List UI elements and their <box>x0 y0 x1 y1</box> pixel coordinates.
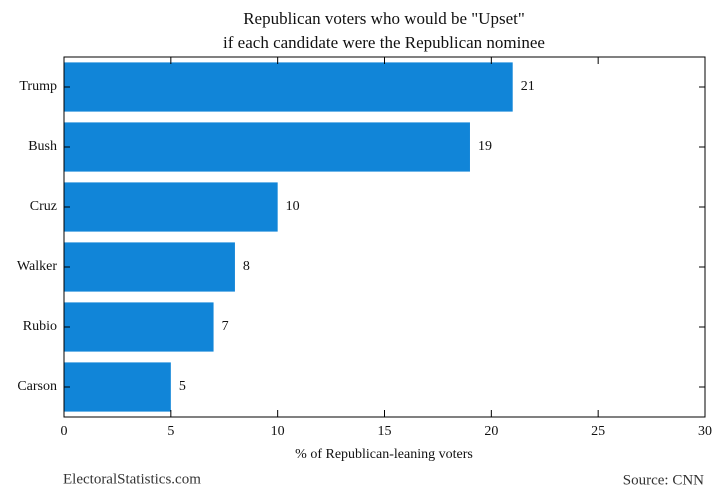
x-tick-label: 10 <box>271 424 285 439</box>
value-label: 7 <box>222 319 229 334</box>
x-tick-label: 20 <box>484 424 498 439</box>
bar <box>64 62 513 112</box>
chart-title: Republican voters who would be "Upset" <box>243 9 525 28</box>
y-tick-label: Cruz <box>30 199 57 214</box>
value-label: 19 <box>478 139 492 154</box>
value-label: 21 <box>521 79 535 94</box>
x-tick-label: 15 <box>378 424 392 439</box>
bar <box>64 362 171 412</box>
y-tick-label: Trump <box>19 79 57 94</box>
y-tick-label: Bush <box>28 139 57 154</box>
plot-frame <box>63 56 706 418</box>
x-tick-label: 30 <box>698 424 712 439</box>
source: Source: CNN <box>623 472 704 488</box>
value-label: 8 <box>243 259 250 274</box>
y-tick-label: Carson <box>17 379 57 394</box>
value-label: 10 <box>286 199 300 214</box>
bar <box>64 242 235 292</box>
y-tick-label: Rubio <box>23 319 57 334</box>
x-axis-label: % of Republican-leaning voters <box>295 447 473 462</box>
y-tick-label: Walker <box>17 259 57 274</box>
x-tick-label: 25 <box>591 424 605 439</box>
x-tick-label: 0 <box>61 424 68 439</box>
x-tick-label: 5 <box>167 424 174 439</box>
credit: ElectoralStatistics.com <box>63 471 201 487</box>
bar <box>64 122 470 172</box>
chart-title: if each candidate were the Republican no… <box>223 33 545 52</box>
value-label: 5 <box>179 379 186 394</box>
bar <box>64 182 278 232</box>
bar <box>64 302 214 352</box>
